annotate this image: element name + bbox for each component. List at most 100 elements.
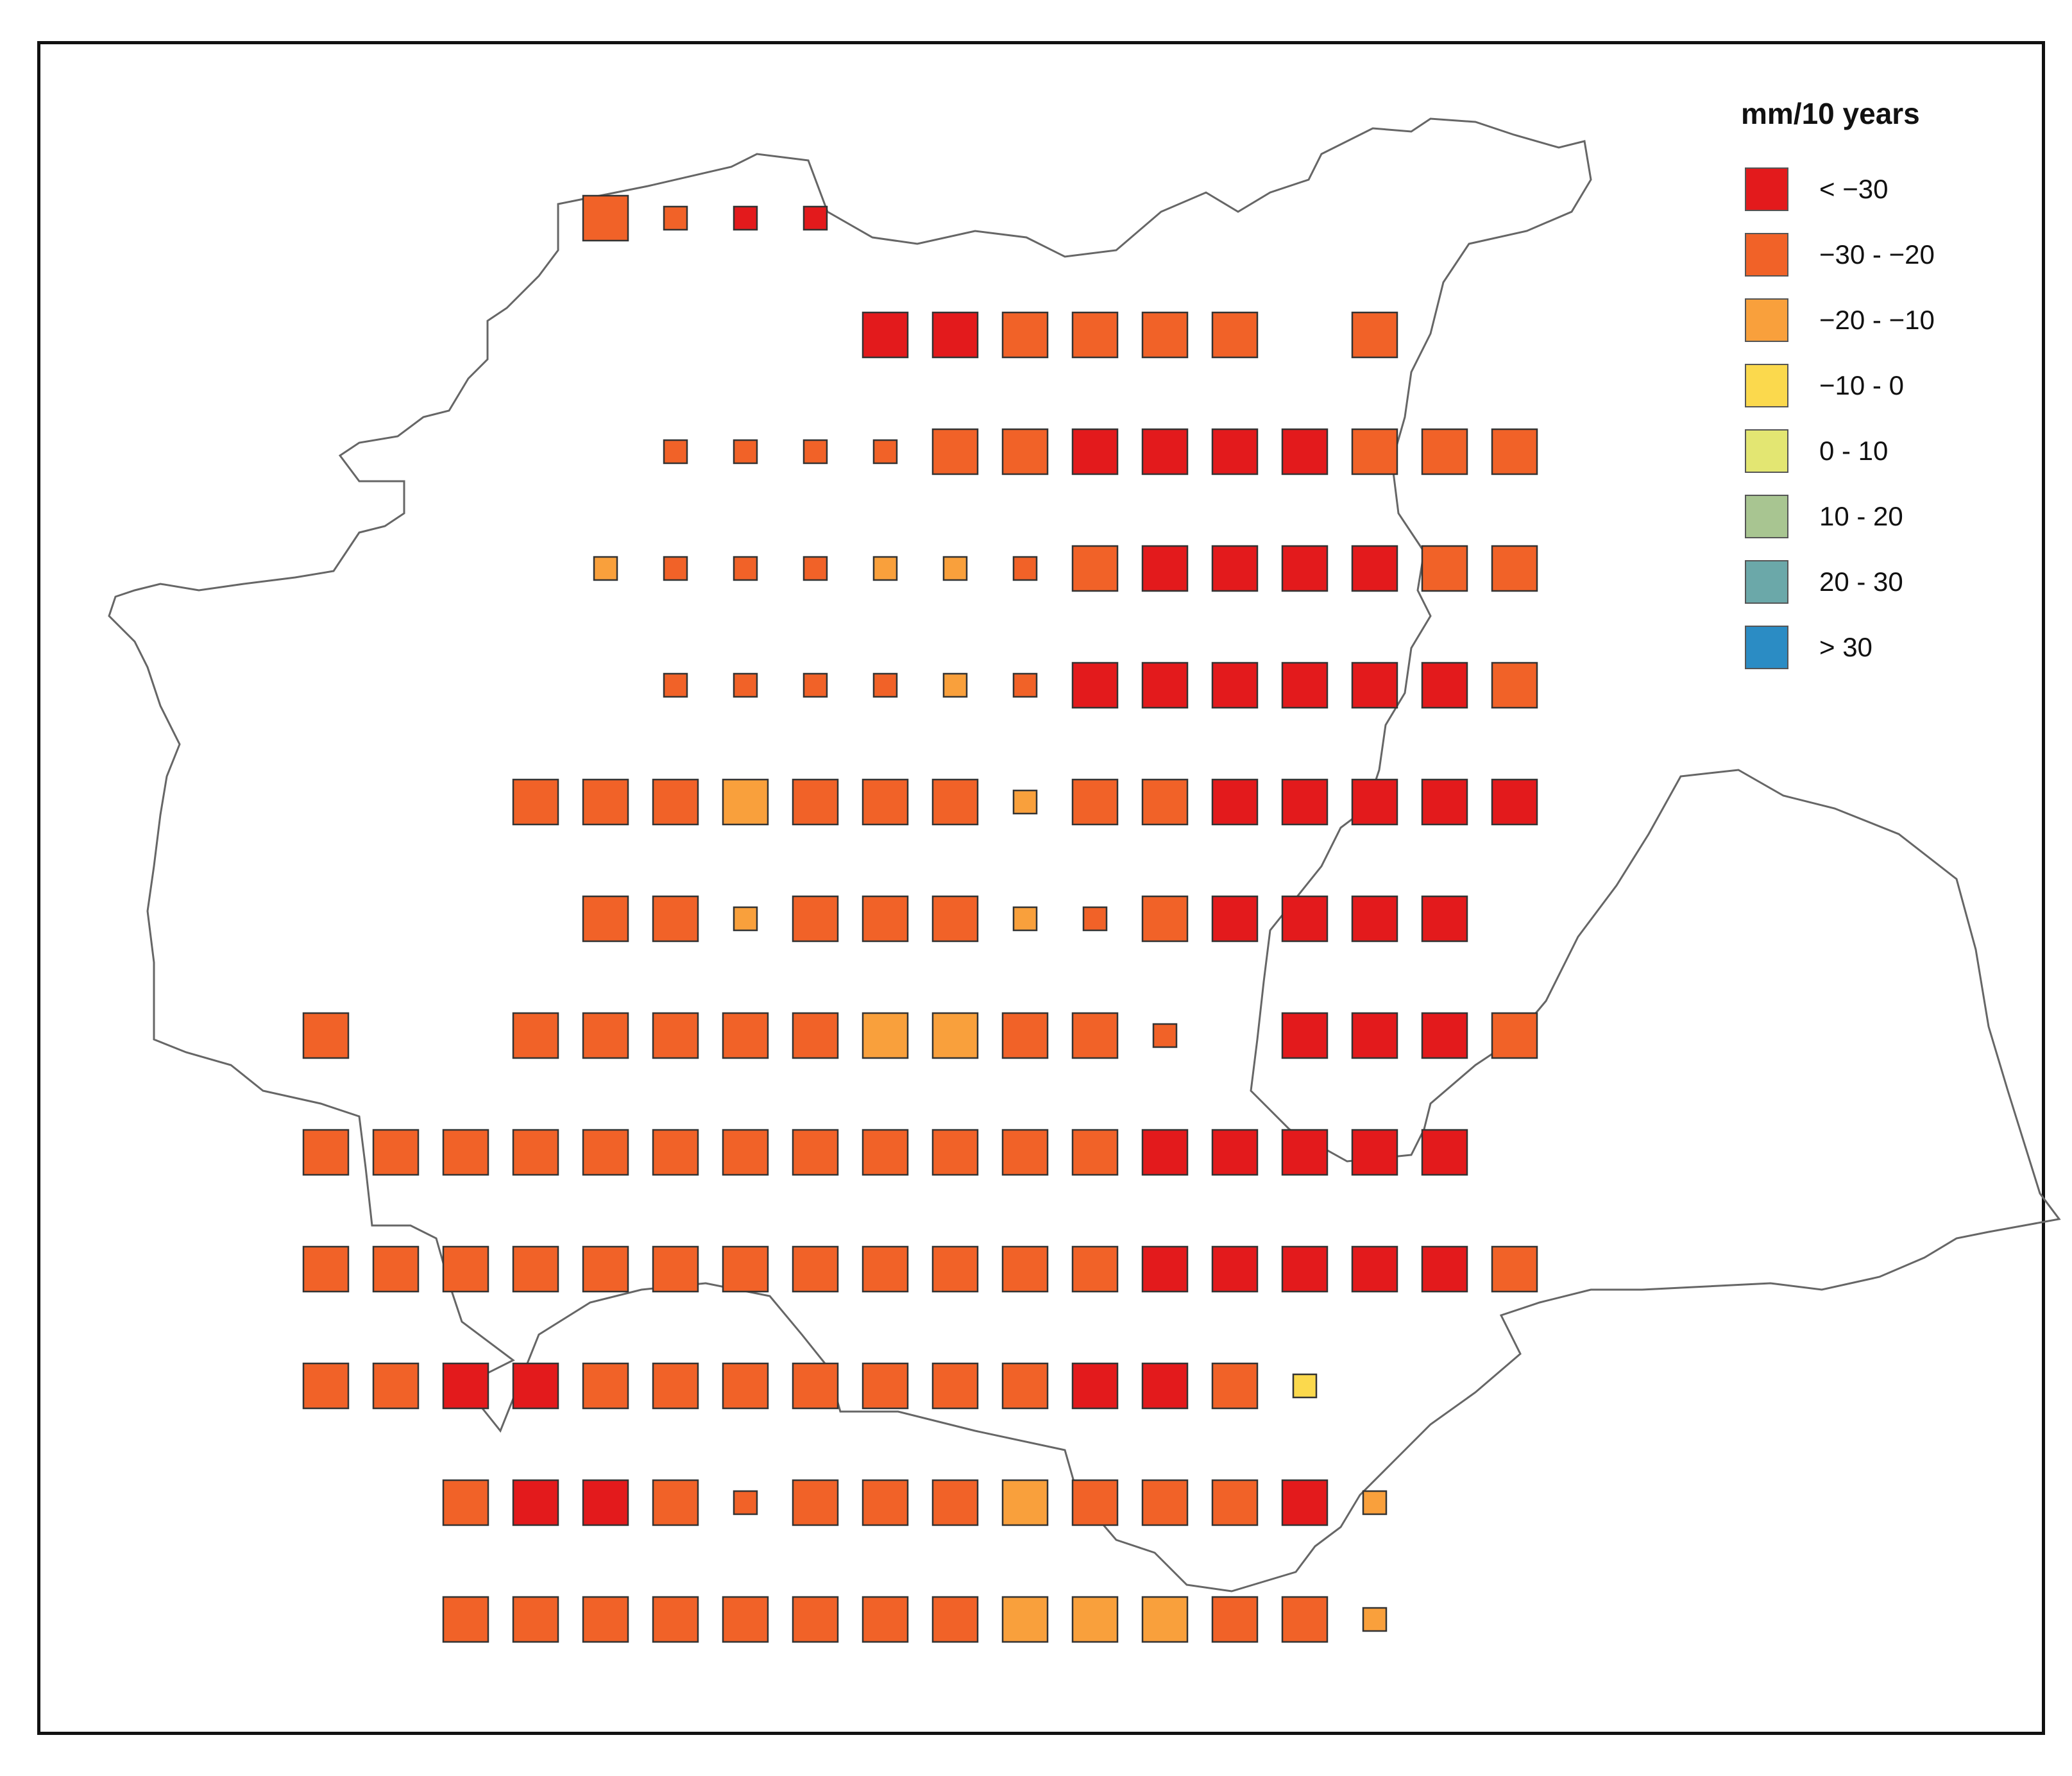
grid-cell: [1491, 545, 1538, 592]
grid-cell: [862, 1012, 909, 1059]
legend-item: 20 - 30: [1745, 549, 1935, 615]
grid-cell: [663, 205, 688, 231]
grid-cell: [1071, 1596, 1119, 1643]
legend-swatch: [1745, 626, 1788, 669]
grid-cell: [372, 1245, 420, 1293]
grid-cell: [652, 1362, 699, 1410]
grid-cell: [722, 1362, 769, 1410]
grid-cell: [512, 1362, 559, 1410]
grid-cell: [1001, 428, 1049, 475]
grid-cell: [792, 1479, 839, 1526]
grid-cell: [802, 439, 828, 465]
grid-cell: [1071, 428, 1119, 475]
grid-cell: [1421, 895, 1468, 943]
grid-cell: [792, 895, 839, 943]
grid-cell: [1141, 662, 1189, 709]
grid-cell: [442, 1596, 489, 1643]
grid-cell: [1211, 778, 1259, 826]
grid-cell: [1012, 906, 1038, 932]
legend-title: mm/10 years: [1741, 97, 1920, 130]
grid-cell: [1281, 1012, 1329, 1059]
region-boundary: [108, 117, 2061, 1592]
legend-swatch: [1745, 364, 1788, 407]
grid-cell: [1012, 789, 1038, 815]
grid-cell: [733, 556, 758, 581]
legend-swatch: [1745, 233, 1788, 277]
grid-cell: [1141, 428, 1189, 475]
grid-cell: [582, 895, 629, 943]
grid-cell: [582, 778, 629, 826]
grid-cell: [1281, 545, 1329, 592]
grid-cell: [302, 1245, 350, 1293]
grid-cell: [1281, 1245, 1329, 1293]
grid-cell: [942, 556, 968, 581]
grid-cell: [1141, 1479, 1189, 1526]
grid-cell: [1141, 778, 1189, 826]
grid-cell: [1351, 895, 1398, 943]
grid-cell: [582, 1129, 629, 1176]
grid-cell: [733, 205, 758, 231]
grid-cell: [652, 1479, 699, 1526]
grid-cell: [1001, 1596, 1049, 1643]
grid-cells: [302, 194, 1538, 1643]
grid-cell: [1491, 778, 1538, 826]
grid-cell: [1421, 545, 1468, 592]
grid-cell: [1351, 778, 1398, 826]
grid-cell: [1141, 1245, 1189, 1293]
grid-cell: [1281, 428, 1329, 475]
grid-cell: [931, 311, 979, 359]
grid-cell: [1141, 545, 1189, 592]
grid-cell: [652, 1596, 699, 1643]
grid-cell: [802, 556, 828, 581]
grid-cell: [733, 1490, 758, 1516]
grid-cell: [1421, 1245, 1468, 1293]
grid-cell: [1351, 1129, 1398, 1176]
grid-cell: [1071, 1012, 1119, 1059]
grid-cell: [1012, 556, 1038, 581]
grid-cell: [652, 1012, 699, 1059]
grid-cell: [512, 1479, 559, 1526]
grid-cell: [442, 1479, 489, 1526]
grid-cell: [1281, 778, 1329, 826]
grid-cell: [862, 778, 909, 826]
grid-cell: [931, 1596, 979, 1643]
grid-cell: [1351, 428, 1398, 475]
grid-cell: [1491, 662, 1538, 709]
grid-cell: [872, 439, 898, 465]
grid-cell: [942, 672, 968, 698]
grid-cell: [722, 1596, 769, 1643]
grid-cell: [1491, 428, 1538, 475]
legend-item: > 30: [1745, 615, 1935, 680]
grid-cell: [1071, 662, 1119, 709]
grid-cell: [1141, 1596, 1189, 1643]
grid-cell: [582, 194, 629, 242]
grid-cell: [663, 439, 688, 465]
legend-label: −20 - −10: [1819, 305, 1935, 335]
grid-cell: [872, 556, 898, 581]
grid-cell: [302, 1129, 350, 1176]
grid-cell: [862, 1245, 909, 1293]
grid-cell: [1071, 1362, 1119, 1410]
grid-cell: [1141, 1362, 1189, 1410]
grid-cell: [733, 439, 758, 465]
grid-cell: [302, 1012, 350, 1059]
grid-cell: [1211, 895, 1259, 943]
grid-cell: [512, 1129, 559, 1176]
legend-label: −30 - −20: [1819, 239, 1935, 269]
grid-cell: [722, 1129, 769, 1176]
grid-cell: [1071, 545, 1119, 592]
grid-cell: [442, 1245, 489, 1293]
grid-cell: [652, 1129, 699, 1176]
grid-cell: [663, 672, 688, 698]
grid-cell: [1071, 1129, 1119, 1176]
grid-cell: [733, 906, 758, 932]
grid-cell: [1211, 1129, 1259, 1176]
grid-cell: [802, 672, 828, 698]
grid-cell: [931, 778, 979, 826]
grid-cell: [931, 1362, 979, 1410]
grid-cell: [1071, 778, 1119, 826]
grid-cell: [1211, 311, 1259, 359]
grid-cell: [1211, 1479, 1259, 1526]
legend-swatch: [1745, 560, 1788, 604]
